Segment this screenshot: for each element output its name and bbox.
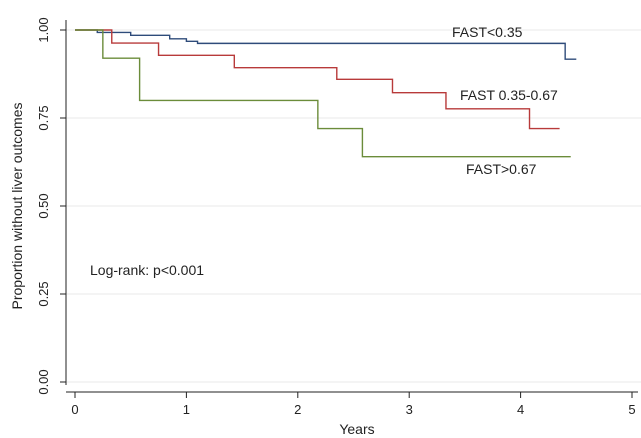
y-tick-label: 0.75: [36, 105, 51, 130]
x-tick-label: 1: [183, 402, 190, 417]
series-line-1: [75, 29, 560, 130]
y-tick-label: 0.00: [36, 369, 51, 394]
x-tick-label: 0: [71, 402, 78, 417]
series-line-2: [75, 29, 571, 158]
y-tick-label: 1.00: [36, 17, 51, 42]
x-tick-label: 4: [517, 402, 524, 417]
series-label-fast-mid: FAST 0.35-0.67: [460, 87, 558, 103]
axes: [65, 20, 638, 393]
gridlines: [66, 29, 641, 383]
survival-curves: [75, 29, 577, 158]
ticks: 0.00 0.25 0.50 0.75 1.00 0 1 2 3 4 5: [36, 17, 636, 417]
y-tick-label: 0.25: [36, 281, 51, 306]
series-label-fast-low: FAST<0.35: [452, 24, 523, 40]
series-labels: FAST<0.35 FAST 0.35-0.67 FAST>0.67: [452, 24, 558, 177]
y-tick-label: 0.50: [36, 193, 51, 218]
x-axis-title: Years: [339, 421, 374, 437]
x-tick-label: 5: [628, 402, 635, 417]
logrank-annotation: Log-rank: p<0.001: [90, 262, 204, 278]
series-line-0: [75, 29, 577, 60]
y-axis-title: Proportion without liver outcomes: [9, 103, 25, 310]
x-tick-label: 3: [406, 402, 413, 417]
x-tick-label: 2: [294, 402, 301, 417]
series-label-fast-high: FAST>0.67: [466, 161, 537, 177]
